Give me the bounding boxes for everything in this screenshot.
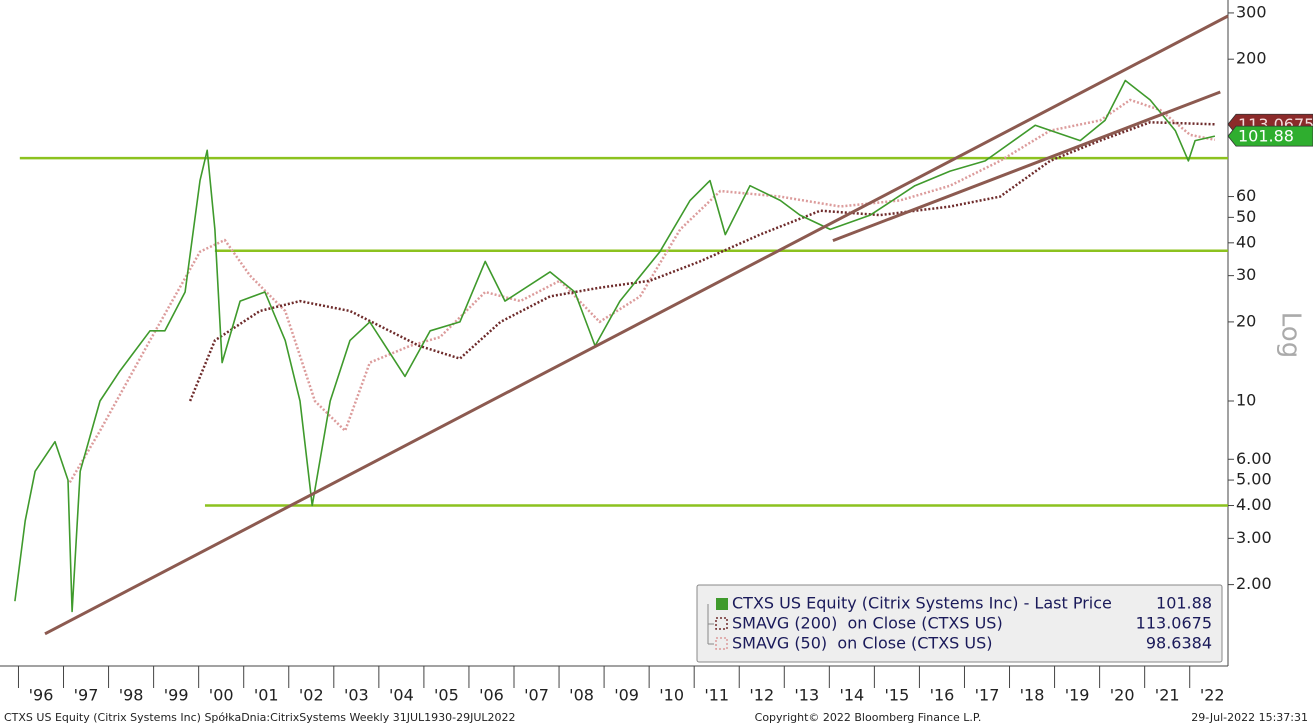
x-tick-label: '06 [479,686,504,705]
footer-left: CTXS US Equity (Citrix Systems Inc) Spół… [4,711,516,724]
x-tick-label: '17 [975,686,1000,705]
x-tick-label: '11 [704,686,729,705]
x-tick-label: '00 [209,686,234,705]
x-tick-label: '03 [344,686,369,705]
y-axis-label: Log [1276,312,1306,358]
x-tick-label: '19 [1065,686,1090,705]
legend: CTXS US Equity (Citrix Systems Inc) - La… [696,584,1223,663]
x-tick-label: '12 [749,686,774,705]
x-tick-label: '96 [29,686,54,705]
price-tag: 101.88 [1227,125,1313,147]
x-tick-label: '07 [524,686,549,705]
legend-value: 113.0675 [1136,614,1212,633]
price-tag-box [1227,125,1313,147]
footer-right: 29-Jul-2022 15:37:31 [1191,711,1308,724]
x-tick-label: '01 [254,686,279,705]
x-tick-label: '21 [1155,686,1180,705]
price-tag-label: 101.88 [1238,127,1294,146]
legend-swatch [715,617,728,630]
y-tick-label: 4.00 [1236,495,1272,514]
x-tick-label: '05 [434,686,459,705]
legend-swatch [715,637,728,650]
legend-label: SMAVG (50) on Close (CTXS US) [732,634,993,653]
x-tick-label: '02 [299,686,324,705]
y-tick-label: 20 [1236,311,1256,330]
y-tick-label: 2.00 [1236,574,1272,593]
series-line [68,98,1216,484]
legend-value: 101.88 [1156,594,1212,613]
x-tick-label: '20 [1110,686,1135,705]
legend-swatch [716,598,728,610]
x-tick-label: '10 [659,686,684,705]
y-tick-label: 50 [1236,207,1256,226]
plot-area [0,0,1228,666]
legend-value: 98.6384 [1146,634,1212,653]
legend-box [696,584,1223,663]
y-tick-label: 30 [1236,265,1256,284]
y-tick-label: 5.00 [1236,470,1272,489]
y-tick-label: 3.00 [1236,528,1272,547]
x-tick-label: '98 [119,686,144,705]
x-tick-label: '15 [885,686,910,705]
legend-label: CTXS US Equity (Citrix Systems Inc) - La… [732,594,1112,613]
trend-line [44,14,1229,636]
x-tick-label: '16 [930,686,955,705]
y-tick-label: 40 [1236,232,1256,251]
y-tick-label: 60 [1236,186,1256,205]
x-tick-label: '04 [389,686,414,705]
series-line [14,79,1216,613]
y-tick-label: 10 [1236,390,1256,409]
series-line [188,121,1215,402]
x-tick-label: '13 [794,686,819,705]
x-tick-label: '18 [1020,686,1045,705]
footer-center: Copyright© 2022 Bloomberg Finance L.P. [755,711,982,724]
trend-line [832,90,1221,243]
y-tick-label: 200 [1236,49,1267,68]
x-tick-label: '09 [614,686,639,705]
x-tick-label: '97 [74,686,99,705]
legend-label: SMAVG (200) on Close (CTXS US) [732,614,1003,633]
x-tick-label: '08 [569,686,594,705]
legend-tree [707,604,714,645]
y-tick-label: 6.00 [1236,449,1272,468]
x-tick-label: '22 [1200,686,1225,705]
y-tick-label: 300 [1236,2,1267,21]
x-tick-label: '14 [839,686,864,705]
x-tick-label: '99 [164,686,189,705]
